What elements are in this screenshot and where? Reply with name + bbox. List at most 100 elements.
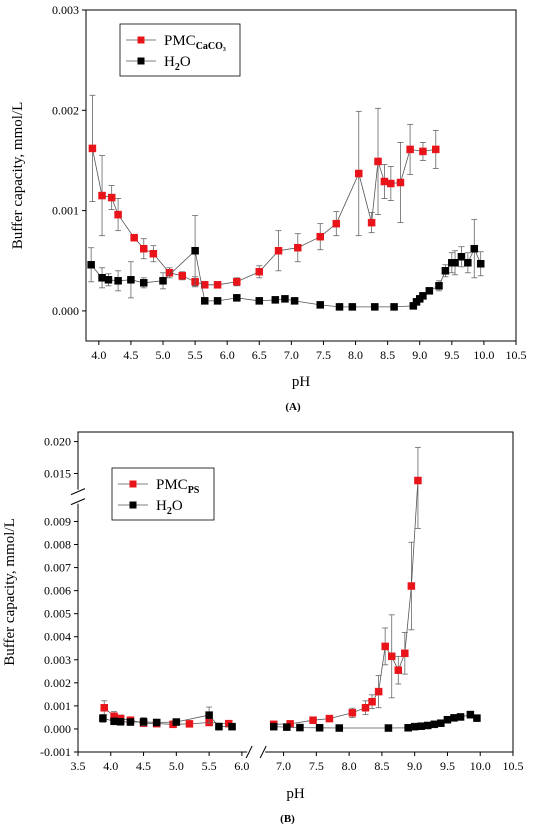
- data-point: [99, 714, 107, 723]
- x-tick-label: 6.0: [220, 348, 235, 362]
- legend-label: H2O: [164, 54, 191, 73]
- legend: PMCPS H2O: [111, 467, 215, 521]
- data-point: [374, 157, 382, 166]
- legend-label: H2O: [156, 498, 183, 517]
- y-tick-label: 0.004: [44, 630, 71, 644]
- data-point: [414, 476, 422, 485]
- y-tick-label: 0.008: [44, 538, 71, 552]
- data-point: [394, 666, 403, 674]
- data-point: [114, 210, 122, 219]
- x-tick-label: 8.0: [348, 348, 363, 362]
- series-line: [273, 480, 419, 725]
- data-point: [98, 191, 106, 200]
- data-point: [281, 295, 289, 303]
- data-point: [451, 259, 459, 267]
- data-point: [387, 652, 396, 661]
- data-point: [419, 292, 427, 300]
- data-point: [104, 276, 113, 284]
- data-point: [368, 697, 376, 706]
- data-point: [87, 261, 95, 269]
- x-tick-label: 9.0: [407, 759, 422, 773]
- data-point: [126, 718, 135, 726]
- legend-marker: [137, 57, 145, 65]
- data-point: [100, 703, 108, 712]
- data-point: [271, 296, 280, 304]
- legend-entry: H2O: [118, 498, 183, 517]
- data-point: [116, 718, 125, 726]
- data-point: [450, 714, 458, 722]
- x-axis-label: pH: [286, 786, 305, 802]
- x-tick-label: 3.5: [71, 759, 86, 773]
- data-point: [88, 144, 97, 153]
- data-point: [476, 260, 485, 268]
- x-tick-label: 9.5: [440, 759, 455, 773]
- x-tick-label: 6.0: [234, 759, 249, 773]
- data-point: [348, 709, 357, 717]
- y-tick-label: 0.007: [44, 561, 71, 575]
- legend-label: PMCCaCO₃: [164, 33, 226, 52]
- data-point: [430, 720, 439, 729]
- data-point: [178, 272, 187, 280]
- panel-label: (B): [280, 813, 295, 825]
- x-tick-label: 4.0: [103, 759, 118, 773]
- y-tick-label: 0.006: [44, 584, 71, 598]
- data-point: [152, 718, 161, 727]
- x-tick-label: 5.5: [188, 348, 203, 362]
- legend-box: [119, 23, 241, 77]
- data-point: [443, 715, 452, 724]
- data-point: [419, 147, 427, 156]
- y-axis-break-mark: [70, 488, 86, 496]
- data-point: [424, 721, 432, 730]
- data-point: [384, 724, 393, 732]
- x-axis-break-mark: [259, 745, 267, 759]
- data-point: [348, 303, 357, 311]
- data-point: [140, 279, 148, 287]
- data-point: [406, 145, 414, 154]
- chart-panel-a: 4.0 4.5 5.0 5.5 6.0 6.5 7.0 7.5 8.0 8.5 9.0 9.5 10.0…: [10, 3, 527, 413]
- y-axis-label: Buffer capacity, mmol/L: [10, 102, 26, 249]
- data-point: [172, 718, 181, 726]
- data-point: [130, 233, 138, 242]
- chart-panel-b: 3.5 4.0 4.5 5.0 5.5 6.0 7.0 7.5 8.0 8.5 9.0 9.5 10.0…: [2, 431, 524, 825]
- data-point: [435, 282, 443, 290]
- data-point: [466, 710, 475, 719]
- x-tick-label: 9.0: [412, 348, 427, 362]
- data-point: [185, 720, 194, 728]
- x-axis-break-mark: [245, 745, 253, 759]
- data-point: [200, 297, 209, 305]
- x-tick-label: 5.0: [169, 759, 184, 773]
- x-tick-label: 8.0: [342, 759, 357, 773]
- data-point: [127, 276, 135, 284]
- x-tick-label: 4.5: [123, 348, 138, 362]
- data-point: [98, 274, 106, 282]
- data-point: [417, 722, 425, 730]
- data-point: [233, 278, 241, 286]
- data-point: [296, 723, 304, 732]
- panel-label: (A): [285, 401, 301, 413]
- y-tick-label: 0.009: [44, 514, 71, 528]
- data-point: [464, 259, 472, 267]
- data-point: [473, 714, 481, 722]
- data-point: [283, 723, 291, 731]
- data-point: [381, 642, 389, 651]
- legend-label-main: PMC: [164, 33, 196, 49]
- x-tick-label: 10.5: [503, 759, 524, 773]
- data-point: [332, 219, 341, 228]
- y-tick-label: 0.001: [44, 699, 71, 713]
- data-point: [316, 301, 325, 309]
- data-point: [316, 232, 325, 241]
- plot-frame: [85, 9, 517, 342]
- x-tick-label: 5.5: [202, 759, 217, 773]
- data-point: [401, 649, 409, 658]
- data-point: [325, 714, 334, 723]
- data-point: [159, 277, 167, 285]
- y-tick-label: 0.002: [52, 103, 79, 117]
- data-point: [269, 722, 278, 731]
- data-point: [233, 294, 241, 302]
- legend-label-sub: PS: [188, 485, 200, 496]
- data-point: [437, 719, 445, 727]
- legend: PMCCaCO₃ H2O: [119, 23, 241, 77]
- data-point: [228, 722, 236, 731]
- data-point: [205, 711, 213, 719]
